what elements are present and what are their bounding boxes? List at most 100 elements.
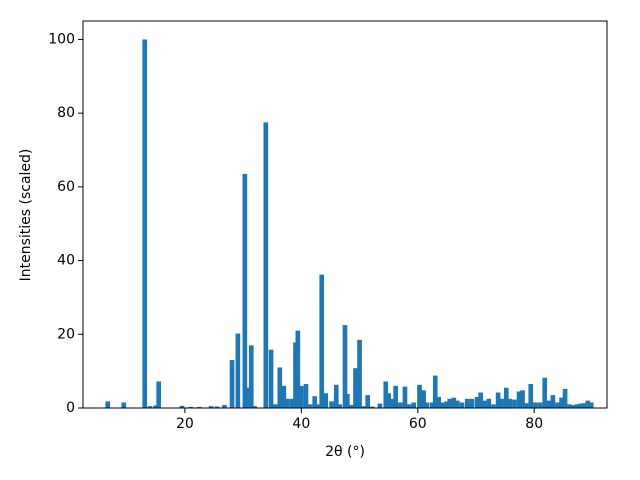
bar <box>444 401 450 408</box>
bar <box>533 402 538 408</box>
x-tick-label: 80 <box>525 416 543 432</box>
y-tick-label: 0 <box>66 400 75 416</box>
bar <box>222 405 227 408</box>
bar <box>179 405 185 408</box>
bar <box>566 404 572 408</box>
bar <box>156 381 162 408</box>
bar <box>337 404 343 408</box>
bar <box>365 395 371 408</box>
x-axis-label: 2θ (°) <box>325 444 365 460</box>
bar <box>542 377 548 408</box>
y-tick-label: 40 <box>57 253 75 269</box>
bar <box>440 402 446 408</box>
bar <box>147 406 153 408</box>
bar <box>295 330 301 408</box>
bar <box>436 396 442 408</box>
bar <box>495 392 501 408</box>
bar <box>383 381 389 408</box>
x-tick-label: 60 <box>409 416 427 432</box>
bar <box>121 402 127 408</box>
bar <box>507 398 513 408</box>
bar <box>451 397 457 408</box>
bar <box>512 399 517 408</box>
bar <box>105 401 111 408</box>
bar <box>562 388 568 408</box>
bar <box>424 402 430 408</box>
bar <box>459 402 465 408</box>
bar <box>208 406 214 408</box>
bar <box>316 404 322 408</box>
bar <box>474 396 480 408</box>
bar <box>248 345 254 408</box>
bar <box>516 391 522 408</box>
bar <box>546 400 552 408</box>
bar <box>478 392 483 408</box>
bar <box>491 404 496 408</box>
bar <box>581 403 587 408</box>
bar <box>353 368 358 408</box>
bar <box>402 386 408 408</box>
bar <box>447 398 453 408</box>
bar <box>559 397 564 408</box>
bar <box>406 404 412 408</box>
bar <box>361 406 366 408</box>
bar <box>377 403 383 408</box>
bar <box>393 385 398 408</box>
bar <box>578 403 584 408</box>
y-tick-label: 60 <box>57 179 75 195</box>
bar <box>430 402 435 408</box>
x-tick-label: 20 <box>176 416 194 432</box>
bar <box>312 396 318 408</box>
bar <box>411 402 417 408</box>
bar <box>481 400 487 408</box>
bar <box>503 387 509 408</box>
bar <box>229 360 235 408</box>
bar <box>349 405 354 408</box>
x-tick-label: 40 <box>292 416 310 432</box>
bar <box>528 384 534 408</box>
y-tick-label: 20 <box>57 326 75 342</box>
bar <box>342 325 348 408</box>
bar <box>455 400 460 408</box>
bar <box>421 390 426 408</box>
bar <box>469 398 475 408</box>
y-tick-label: 100 <box>48 31 75 47</box>
bar <box>397 402 403 408</box>
y-tick-label: 80 <box>57 105 75 121</box>
bar <box>142 39 148 409</box>
bar <box>329 401 334 408</box>
bar <box>571 405 577 408</box>
bar <box>537 402 543 408</box>
bar <box>299 385 304 408</box>
bar <box>303 384 309 408</box>
bar <box>281 385 287 408</box>
y-axis-label: Intensities (scaled) <box>18 149 34 282</box>
bar <box>345 393 350 408</box>
bar <box>272 404 278 408</box>
bar <box>307 404 313 408</box>
bar <box>555 402 560 408</box>
bar <box>574 404 580 408</box>
bar <box>244 387 250 408</box>
bar <box>268 349 274 408</box>
bar <box>153 405 159 408</box>
bar <box>319 274 325 408</box>
bar <box>588 402 594 408</box>
bar <box>277 367 283 408</box>
bar <box>464 398 470 408</box>
bar <box>499 398 504 408</box>
bar <box>289 398 295 408</box>
bar <box>242 173 248 408</box>
bar <box>357 339 362 408</box>
bar <box>197 406 202 408</box>
bar <box>520 390 525 408</box>
bar <box>214 406 220 408</box>
bar <box>523 403 529 408</box>
bar <box>486 398 492 408</box>
plot-frame <box>82 20 608 409</box>
bar <box>333 384 339 408</box>
bar <box>417 384 422 408</box>
bar <box>188 406 194 408</box>
bar <box>235 333 241 408</box>
